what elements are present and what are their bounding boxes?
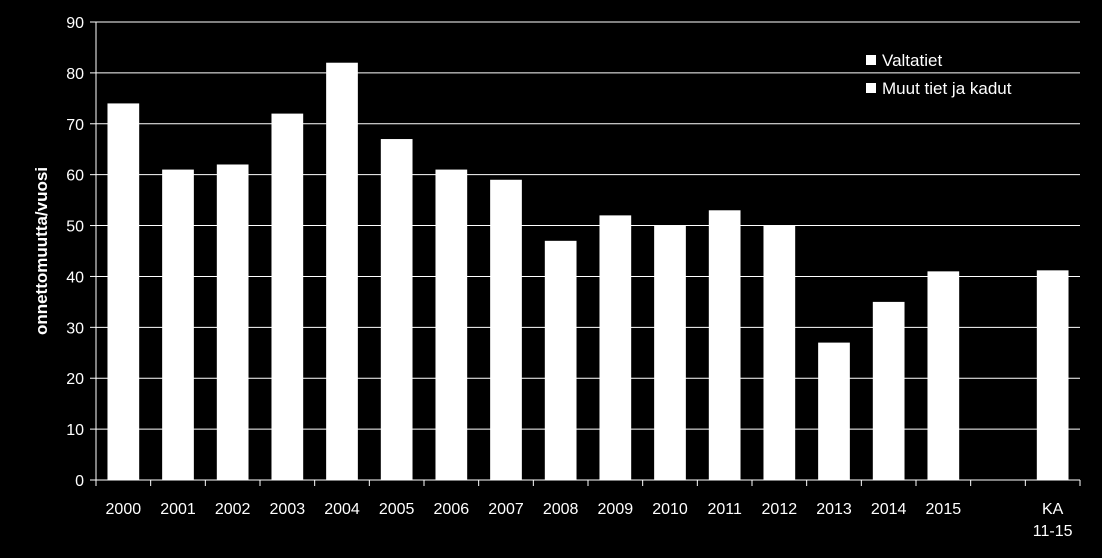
bar (927, 271, 960, 480)
legend: Valtatiet Muut tiet ja kadut (866, 51, 1012, 98)
legend-label: Valtatiet (882, 51, 942, 70)
y-tick-label: 80 (66, 66, 84, 83)
y-tick-label: 20 (66, 371, 84, 388)
y-tick-label: 90 (66, 15, 84, 32)
x-tick-label: 2000 (106, 501, 142, 518)
y-tick-label: 10 (66, 422, 84, 439)
x-tick-label: 2005 (379, 501, 415, 518)
bar (162, 169, 194, 481)
bar (216, 164, 249, 480)
x-tick-label: 2007 (488, 501, 524, 518)
x-tick-label: 2001 (160, 501, 196, 518)
y-tick-label: 70 (66, 117, 84, 134)
bar (490, 179, 522, 480)
legend-swatch (866, 55, 876, 65)
gridlines (96, 21, 1080, 430)
bar (544, 240, 577, 480)
bar (435, 169, 468, 481)
bars (107, 62, 1069, 481)
bar (872, 301, 905, 480)
bar (654, 225, 686, 480)
bar (107, 103, 140, 480)
bar (708, 210, 741, 481)
x-tick-label: 2015 (926, 501, 962, 518)
bar (599, 215, 632, 480)
bar (271, 113, 304, 480)
x-tick-label: 2014 (871, 501, 907, 518)
y-tick-label: 60 (66, 168, 84, 185)
x-tick-label: 2009 (598, 501, 634, 518)
bar (1036, 270, 1069, 480)
x-tick-label: KA 11-15 (1033, 501, 1073, 540)
bar (326, 62, 358, 480)
legend-swatch (866, 83, 876, 93)
x-tick-label: 2011 (707, 501, 742, 518)
y-tick-label: 0 (75, 473, 84, 490)
x-tick-label: 2003 (270, 501, 306, 518)
x-tick-label: 2013 (816, 501, 852, 518)
y-axis-label: onnettomuutta/vuosi (32, 167, 51, 335)
legend-label: Muut tiet ja kadut (882, 79, 1012, 98)
y-tick-label: 50 (66, 219, 84, 236)
y-tick-label: 40 (66, 269, 84, 286)
bar (763, 225, 796, 480)
x-tick-label: 2004 (324, 501, 360, 518)
x-tick-label: 2012 (762, 501, 798, 518)
bar (818, 342, 850, 480)
x-tick-label: 2008 (543, 501, 579, 518)
y-tick-label: 30 (66, 320, 84, 337)
y-tick-labels: 0 10 20 30 40 50 60 70 80 90 (66, 15, 96, 490)
x-tick-labels: 2000 2001 2002 2003 2004 2005 2006 2007 2008 2009… (106, 480, 1081, 540)
x-tick-label: 2006 (434, 501, 470, 518)
x-tick-label: 2002 (215, 501, 251, 518)
x-tick-label: 2010 (652, 501, 688, 518)
bar (380, 139, 413, 481)
